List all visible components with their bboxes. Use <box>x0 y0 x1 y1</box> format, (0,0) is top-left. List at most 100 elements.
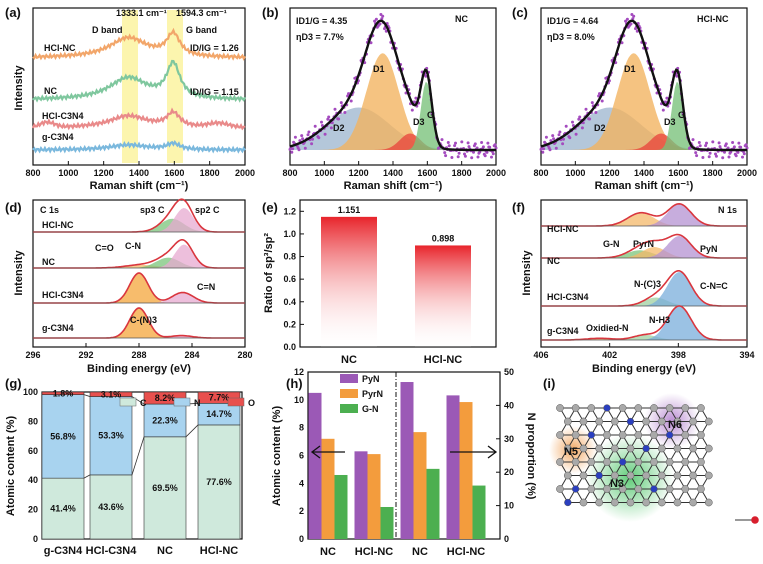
panel-f-title: N 1s <box>718 205 737 215</box>
y-tick-label: 0.6 <box>283 274 296 284</box>
raw-data-point <box>369 41 373 45</box>
carbon-atom <box>673 417 682 426</box>
raw-data-point <box>737 141 741 145</box>
raw-data-point <box>488 145 492 149</box>
raw-data-point <box>300 134 304 138</box>
raman-curve <box>32 27 246 61</box>
raw-data-point <box>339 101 343 105</box>
raw-data-point <box>486 141 490 145</box>
panel-b-fit <box>288 13 498 160</box>
y-tick-label: 0.8 <box>283 252 296 262</box>
carbon-atom <box>556 458 564 466</box>
raw-data-point <box>475 146 479 150</box>
raw-data-point <box>717 141 721 145</box>
raman-curve <box>32 59 246 103</box>
raw-data-point <box>454 141 457 145</box>
connector-line <box>83 394 91 397</box>
y-tick-label: 1.0 <box>283 229 296 239</box>
carbon-atom <box>579 471 588 480</box>
carbon-atom <box>587 458 596 466</box>
raw-data-point <box>320 120 323 124</box>
raw-data-point <box>734 154 738 158</box>
panel-f-sample-nc: NC <box>547 256 560 266</box>
xps-component <box>33 335 245 338</box>
x-tick-label: 1600 <box>164 168 184 178</box>
xps-component <box>541 212 747 226</box>
fit-envelope <box>540 19 747 152</box>
panel-c-fit <box>539 13 749 160</box>
raw-data-point <box>711 140 715 144</box>
arrow-right <box>450 445 498 459</box>
raw-data-point <box>580 126 584 130</box>
bar-PyrN <box>413 432 427 539</box>
bar-PyN <box>446 395 460 539</box>
raw-data-point <box>705 141 708 145</box>
legend-swatch-PyN <box>340 374 358 383</box>
panel-d-x-ticks: 296 292 288 284 280 <box>25 343 253 360</box>
raw-data-point <box>661 108 665 112</box>
carbon-atom <box>704 444 713 453</box>
raw-data-point <box>744 143 748 147</box>
carbon-atom <box>657 471 666 480</box>
x-tick-label: 402 <box>602 350 617 360</box>
y-tick-left-label: 0 <box>299 534 304 544</box>
legend-label-N: N <box>194 398 201 408</box>
panel-e: (e) 0.0 0.2 0.4 0.6 0.8 1.0 1.2 1.151 NC 0.898 HCl… <box>262 199 497 366</box>
carbon-atom <box>642 498 650 507</box>
panel-f-label: (f) <box>512 200 525 215</box>
raw-data-point <box>483 154 487 158</box>
ratio-nc: ID/IG = 1.15 <box>190 87 239 97</box>
x-tick-label: 288 <box>131 350 146 360</box>
xps-component <box>33 208 245 232</box>
raw-data-point <box>374 17 378 21</box>
panel-a-xlabel: Raman shift (cm⁻¹) <box>90 180 189 192</box>
xps-component <box>541 297 747 306</box>
panel-d-label: (d) <box>5 200 22 215</box>
panel-b-peak-g: G <box>427 110 434 120</box>
ann-cdoublen: C=N <box>197 282 215 292</box>
x-tick-label: 1200 <box>600 168 620 178</box>
carbon-atom <box>610 417 619 426</box>
raw-data-point <box>333 107 337 111</box>
bar-PyN <box>400 382 414 539</box>
raw-data-point <box>631 17 635 21</box>
stack-O-g-C3N4 <box>41 391 85 395</box>
legend-label-PyrN: PyrN <box>362 389 383 399</box>
x-tick-label: 394 <box>739 350 754 360</box>
raw-data-point <box>313 124 317 128</box>
ann-sp2c: sp2 C <box>195 205 220 215</box>
panel-f-xlabel: Binding energy (eV) <box>592 363 696 375</box>
nitrogen-atom <box>618 458 627 466</box>
carbon-atom <box>673 444 682 453</box>
raw-data-point <box>571 120 574 124</box>
bar-G-N <box>380 506 394 539</box>
raw-data-point <box>453 144 457 148</box>
carbon-atom <box>650 431 658 439</box>
carbon-atom <box>665 404 674 412</box>
bar-G-N <box>426 468 440 539</box>
x-tick-label: 1600 <box>668 168 688 178</box>
stack-N-NC <box>143 403 187 438</box>
carbon-atom <box>626 444 635 453</box>
stack-N-g-C3N4 <box>41 394 85 479</box>
raw-data-point <box>695 154 699 158</box>
panel-c-xlabel: Raman shift (cm⁻¹) <box>595 180 694 192</box>
raw-data-point <box>470 156 474 160</box>
raw-data-point <box>542 147 546 151</box>
bar-category-label: HCl-NC <box>355 546 394 558</box>
panel-a: (a) D band G band 1333.1 cm⁻¹ 1594.3 cm⁻… <box>5 5 255 192</box>
panel-b-xlabel: Raman shift (cm⁻¹) <box>344 180 443 192</box>
raw-data-point <box>473 142 477 146</box>
legend-swatch-C <box>119 397 137 407</box>
x-tick-label: 292 <box>78 350 93 360</box>
raman-curve <box>31 107 246 131</box>
nitrogen-atom <box>587 431 595 439</box>
nitrogen-atom <box>595 471 603 480</box>
legend-label-PyN: PyN <box>362 374 380 384</box>
raw-data-point <box>491 152 495 156</box>
raw-data-point <box>447 144 451 148</box>
legend-label-C: C <box>140 398 147 408</box>
raw-data-point <box>306 133 310 137</box>
xps-component <box>33 273 245 303</box>
